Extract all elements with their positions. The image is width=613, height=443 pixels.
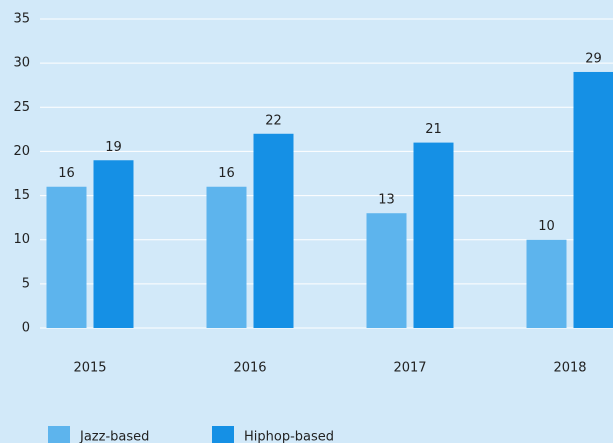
value-label: 19 <box>105 140 122 155</box>
legend-label: Hiphop-based <box>244 430 334 443</box>
legend-swatch <box>212 426 234 443</box>
value-label: 21 <box>425 122 442 137</box>
value-label: 13 <box>378 193 395 208</box>
bar <box>366 213 407 328</box>
y-tick-label: 0 <box>22 321 30 336</box>
y-tick-label: 5 <box>22 276 30 291</box>
x-tick-label: 2016 <box>233 361 266 376</box>
value-label: 29 <box>585 51 602 66</box>
legend-swatch <box>48 426 70 443</box>
x-tick-label: 2015 <box>73 361 106 376</box>
x-tick-label: 2017 <box>393 361 426 376</box>
y-tick-label: 15 <box>13 188 30 203</box>
y-tick-label: 10 <box>13 232 30 247</box>
value-label: 10 <box>538 219 555 234</box>
y-tick-label: 25 <box>13 100 30 115</box>
bar <box>253 133 294 328</box>
bar <box>526 239 567 328</box>
value-label: 16 <box>218 166 235 181</box>
y-tick-label: 35 <box>13 12 30 27</box>
y-tick-label: 30 <box>13 56 30 71</box>
bar <box>46 186 87 328</box>
legend-label: Jazz-based <box>79 430 149 443</box>
bar <box>93 160 134 328</box>
bar <box>573 71 613 328</box>
y-tick-label: 20 <box>13 144 30 159</box>
bar <box>206 186 247 328</box>
bar <box>413 142 454 328</box>
value-label: 22 <box>265 113 282 128</box>
x-tick-label: 2018 <box>553 361 586 376</box>
value-label: 16 <box>58 166 75 181</box>
